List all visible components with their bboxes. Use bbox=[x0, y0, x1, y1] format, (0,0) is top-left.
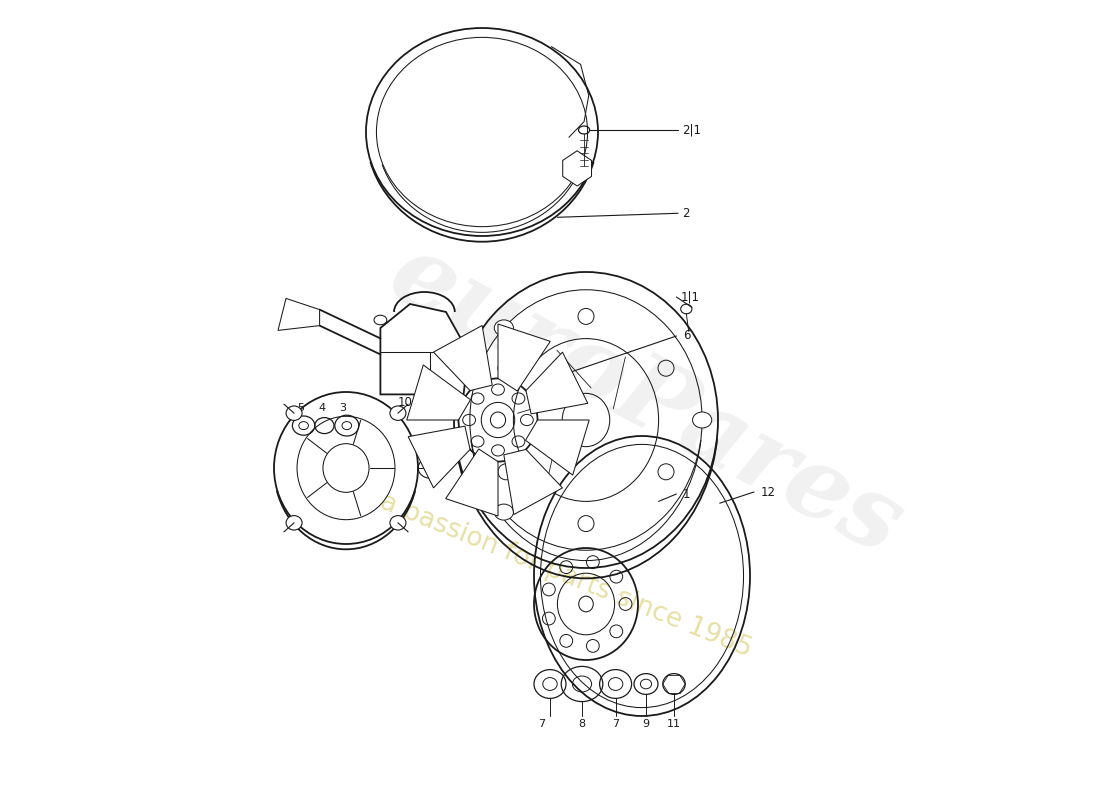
Text: 8: 8 bbox=[579, 719, 585, 729]
Polygon shape bbox=[526, 420, 590, 475]
Text: 12: 12 bbox=[760, 486, 775, 498]
Ellipse shape bbox=[693, 412, 712, 428]
Polygon shape bbox=[407, 365, 471, 420]
Ellipse shape bbox=[494, 320, 514, 336]
Polygon shape bbox=[526, 352, 587, 414]
Ellipse shape bbox=[286, 516, 302, 530]
Polygon shape bbox=[433, 326, 492, 390]
Text: 4: 4 bbox=[318, 403, 326, 413]
Text: euroPares: euroPares bbox=[374, 225, 918, 575]
Text: 6: 6 bbox=[683, 330, 691, 342]
Text: 7: 7 bbox=[538, 719, 546, 729]
Text: 3: 3 bbox=[340, 403, 346, 413]
Ellipse shape bbox=[389, 406, 406, 420]
Text: 1: 1 bbox=[683, 487, 691, 501]
Text: 11: 11 bbox=[667, 719, 681, 729]
Text: 9: 9 bbox=[642, 719, 650, 729]
Ellipse shape bbox=[286, 406, 302, 420]
Polygon shape bbox=[563, 150, 592, 186]
Ellipse shape bbox=[494, 504, 514, 520]
Text: 5: 5 bbox=[297, 403, 305, 413]
Polygon shape bbox=[498, 324, 550, 391]
Polygon shape bbox=[504, 450, 562, 514]
Polygon shape bbox=[446, 449, 498, 516]
Text: 2: 2 bbox=[682, 206, 690, 220]
Polygon shape bbox=[381, 304, 469, 394]
Ellipse shape bbox=[389, 516, 406, 530]
Text: 2|1: 2|1 bbox=[682, 123, 701, 137]
Text: 1|1: 1|1 bbox=[681, 290, 700, 303]
Polygon shape bbox=[278, 298, 320, 330]
Polygon shape bbox=[408, 426, 470, 488]
Text: 10: 10 bbox=[398, 396, 412, 409]
Text: a passion for parts since 1985: a passion for parts since 1985 bbox=[376, 490, 756, 662]
Text: 7: 7 bbox=[612, 719, 619, 729]
